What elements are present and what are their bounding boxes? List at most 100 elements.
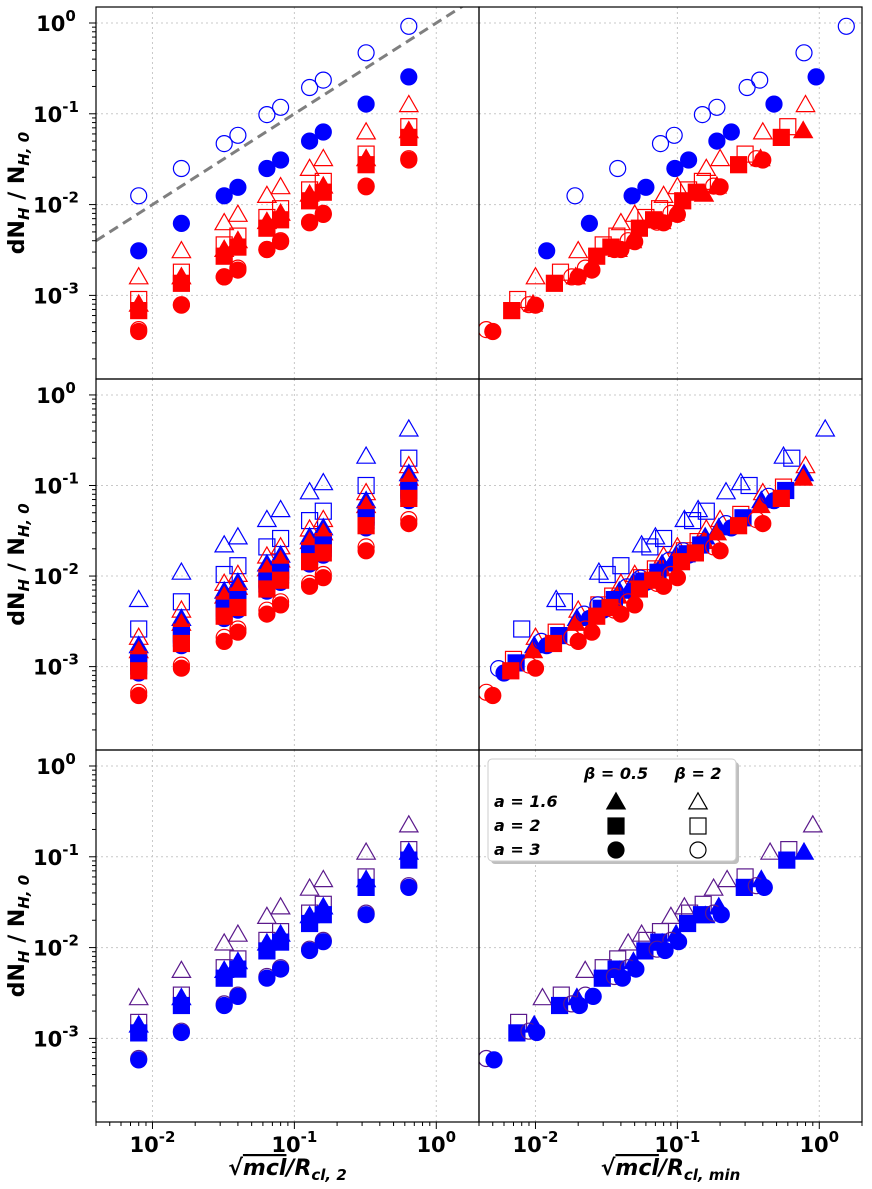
legend-marker xyxy=(605,791,627,810)
data-point xyxy=(130,187,148,205)
data-point xyxy=(172,634,190,653)
reference-line xyxy=(96,7,465,242)
data-point xyxy=(484,322,502,341)
data-point xyxy=(678,914,697,933)
data-point xyxy=(215,996,233,1015)
tick-label: 10-1 xyxy=(33,98,79,127)
data-point xyxy=(357,44,375,62)
data-point xyxy=(683,511,702,530)
data-point xyxy=(729,156,748,174)
data-point xyxy=(272,571,290,589)
data-point xyxy=(357,178,375,196)
data-point xyxy=(569,268,587,286)
data-point xyxy=(588,607,606,625)
ylabel-sub: H xyxy=(15,950,33,963)
data-point xyxy=(570,996,589,1015)
data-point xyxy=(130,686,148,705)
tick-label: 10-1 xyxy=(271,1128,317,1157)
data-point xyxy=(755,878,773,897)
data-point xyxy=(654,577,673,595)
data-point xyxy=(357,906,375,924)
tick-label: 100 xyxy=(36,750,76,779)
tick-base: 10 xyxy=(271,1133,300,1157)
data-point xyxy=(229,126,247,144)
data-point xyxy=(128,266,149,285)
data-point xyxy=(398,418,420,437)
data-point xyxy=(525,266,546,285)
data-point xyxy=(272,233,290,251)
legend-box xyxy=(487,758,737,862)
tick-base: 10 xyxy=(33,656,62,680)
data-point xyxy=(314,183,332,201)
data-point xyxy=(711,178,729,196)
data-point xyxy=(229,178,247,196)
data-point xyxy=(301,553,319,571)
data-point xyxy=(400,68,418,86)
tick-exponent: 0 xyxy=(65,750,75,768)
ylabel-part: dN xyxy=(5,220,30,254)
tick-base: 10 xyxy=(36,755,65,779)
data-point xyxy=(792,467,814,486)
tick-base: 10 xyxy=(33,937,62,961)
data-point xyxy=(258,942,276,960)
data-point xyxy=(651,135,670,153)
data-point xyxy=(400,514,418,533)
data-markers xyxy=(96,7,855,1069)
data-point xyxy=(227,923,249,942)
tick-exponent: -3 xyxy=(62,1022,79,1040)
data-point xyxy=(130,302,148,320)
data-point xyxy=(272,960,290,978)
tick-label: 10-2 xyxy=(33,932,79,961)
data-point xyxy=(258,240,276,259)
data-point xyxy=(693,105,712,124)
data-point xyxy=(759,841,781,860)
tick-exponent: -2 xyxy=(62,560,79,578)
ylabel-sub: H xyxy=(15,579,33,592)
data-point xyxy=(272,596,290,614)
data-point xyxy=(301,941,319,960)
legend-marker xyxy=(687,791,709,810)
data-point xyxy=(686,544,705,562)
data-point xyxy=(314,906,332,924)
data-point xyxy=(503,302,521,320)
data-point xyxy=(485,1051,503,1069)
data-point xyxy=(172,159,190,178)
data-point xyxy=(215,268,233,286)
tick-exponent: 0 xyxy=(446,1128,456,1146)
data-point xyxy=(400,128,418,146)
data-point xyxy=(172,296,190,314)
data-point xyxy=(357,156,375,174)
data-point xyxy=(538,242,556,260)
data-point xyxy=(567,240,589,259)
legend-col-header: β = 2 xyxy=(673,764,721,783)
data-point xyxy=(270,499,291,518)
data-point xyxy=(314,71,332,89)
ylabel-part: dN xyxy=(5,963,30,997)
xlabel-mcl: mcl xyxy=(615,1156,659,1181)
tick-label: 10-2 xyxy=(130,1128,176,1157)
tick-base: 10 xyxy=(33,565,62,589)
data-point xyxy=(301,577,319,595)
data-point xyxy=(566,187,584,205)
xlabel-sqrt: √ xyxy=(228,1156,243,1181)
data-point xyxy=(357,95,375,113)
panel-frame xyxy=(478,6,863,380)
legend-marker xyxy=(607,817,625,835)
data-point xyxy=(783,449,801,467)
data-point xyxy=(314,123,332,141)
tick-exponent: -1 xyxy=(301,1128,318,1146)
data-point xyxy=(355,121,377,140)
data-point xyxy=(612,240,630,259)
data-point xyxy=(258,580,276,598)
data-point xyxy=(357,517,375,535)
data-point xyxy=(130,322,148,341)
tick-label: 10-2 xyxy=(33,189,79,218)
tick-exponent: 0 xyxy=(829,1128,839,1146)
data-point xyxy=(626,596,644,614)
data-point xyxy=(754,514,772,533)
data-point xyxy=(765,95,783,113)
tick-exponent: -1 xyxy=(62,841,79,859)
data-point xyxy=(669,933,688,951)
ylabel-part: / N xyxy=(5,909,30,951)
data-point xyxy=(272,211,290,229)
